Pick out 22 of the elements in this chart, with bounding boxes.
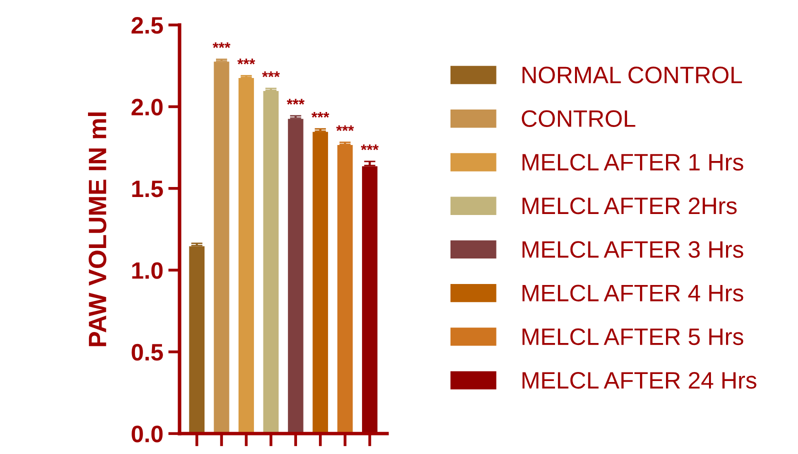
- y-tick-label: 1.5: [132, 180, 163, 198]
- legend-label: NORMAL CONTROL: [522, 66, 742, 84]
- legend-label: MELCL AFTER 24 Hrs: [522, 372, 756, 389]
- y-tick-label: 2.0: [132, 98, 163, 116]
- data-label: ***: [286, 98, 305, 105]
- data-label: ***: [336, 125, 354, 132]
- y-tick-label: 2.5: [132, 17, 163, 34]
- y-tick-label: 0.5: [132, 344, 163, 361]
- y-tick-label: 0.0: [132, 426, 163, 442]
- legend-label: CONTROL: [522, 110, 636, 127]
- data-label: ***: [360, 144, 379, 150]
- y-tick-label: 1.0: [132, 262, 163, 279]
- legend-label: MELCL AFTER 5 Hrs: [522, 328, 744, 346]
- legend-label: MELCL AFTER 4 Hrs: [522, 284, 744, 302]
- legend-label: MELCL AFTER 2Hrs: [522, 197, 737, 214]
- data-label: ***: [311, 112, 330, 118]
- legend-label: MELCL AFTER 3 Hrs: [522, 241, 744, 258]
- legend-label: MELCL AFTER 1 Hrs: [522, 154, 744, 171]
- data-label: ***: [262, 71, 280, 78]
- data-label: ***: [237, 58, 256, 64]
- y-axis-title: PAW VOLUME IN ml: [88, 112, 106, 346]
- data-label: ***: [212, 42, 230, 48]
